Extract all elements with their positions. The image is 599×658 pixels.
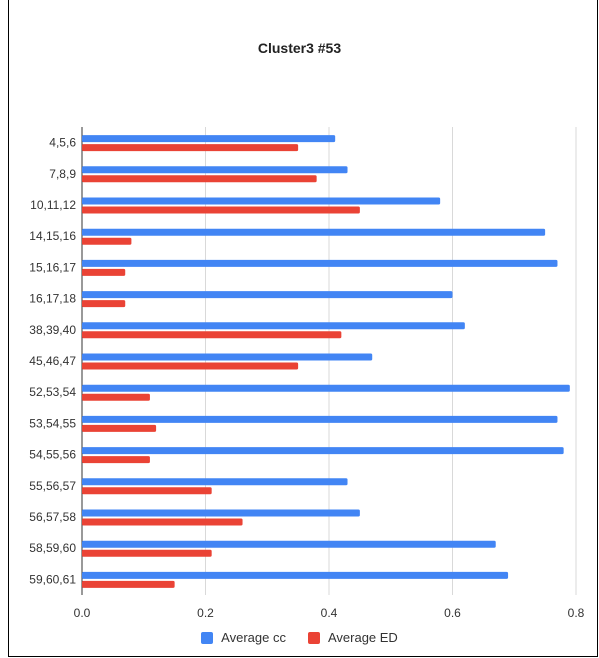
y-tick-label: 54,55,56 (29, 448, 76, 462)
bar-average-ed (82, 393, 150, 401)
bar-average-ed (82, 268, 126, 276)
bar-average-ed (82, 175, 317, 183)
y-tick-label: 14,15,16 (29, 229, 76, 243)
bar-average-cc (82, 384, 570, 392)
bar-average-ed (82, 487, 212, 495)
y-tick-label: 59,60,61 (29, 572, 76, 586)
bar-average-ed (82, 424, 157, 432)
legend: Average cc Average ED (0, 630, 599, 645)
legend-label-average-ed: Average ED (327, 630, 398, 645)
bar-average-ed (82, 518, 243, 526)
bar-average-cc (82, 259, 558, 267)
bar-chart: 0.0 0.2 0.4 0.6 0.8 4,5,6 7,8,9 10,11,12 14,15,1… (29, 127, 585, 620)
legend-swatch-average-cc (201, 631, 214, 644)
bar-average-ed (82, 362, 299, 370)
bar-average-ed (82, 331, 342, 339)
bar-average-ed (82, 549, 212, 557)
bar-average-cc (82, 447, 564, 455)
legend-item-average-cc: Average cc (201, 630, 286, 645)
x-tick-label: 0.8 (568, 606, 585, 620)
bar-average-ed (82, 144, 299, 152)
bar-average-cc (82, 509, 360, 517)
y-tick-label: 52,53,54 (29, 385, 76, 399)
chart-frame (8, 0, 598, 657)
bar-average-ed (82, 206, 360, 214)
bar-average-ed (82, 300, 126, 308)
y-tick-label: 38,39,40 (29, 323, 76, 337)
x-tick-label: 0.4 (321, 606, 338, 620)
bar-average-cc (82, 228, 546, 236)
x-tick-label: 0.6 (444, 606, 461, 620)
bar-average-ed (82, 237, 132, 245)
legend-swatch-average-ed (307, 631, 320, 644)
legend-label-average-cc: Average cc (221, 630, 286, 645)
bar-average-cc (82, 166, 348, 174)
bar-average-cc (82, 540, 496, 548)
y-tick-label: 58,59,60 (29, 541, 76, 555)
y-tick-label: 45,46,47 (29, 354, 76, 368)
bar-average-cc (82, 571, 509, 579)
bar-average-cc (82, 322, 465, 330)
bar-average-ed (82, 456, 150, 464)
x-tick-label: 0.2 (197, 606, 214, 620)
y-tick-label: 53,54,55 (29, 416, 76, 430)
bar-average-cc (82, 353, 373, 361)
y-tick-label: 7,8,9 (49, 167, 76, 181)
y-tick-label: 16,17,18 (29, 292, 76, 306)
legend-item-average-ed: Average ED (307, 630, 398, 645)
y-tick-label: 15,16,17 (29, 260, 76, 274)
bar-average-cc (82, 478, 348, 486)
y-tick-label: 4,5,6 (49, 136, 76, 150)
bar-average-cc (82, 291, 453, 299)
bar-average-cc (82, 197, 441, 205)
y-tick-label: 55,56,57 (29, 479, 76, 493)
y-tick-label: 56,57,58 (29, 510, 76, 524)
y-tick-label: 10,11,12 (30, 198, 76, 212)
bar-average-cc (82, 135, 336, 143)
chart-title: Cluster3 #53 (257, 40, 342, 56)
bar-average-ed (82, 580, 175, 588)
x-tick-label: 0.0 (74, 606, 91, 620)
bar-average-cc (82, 415, 558, 423)
